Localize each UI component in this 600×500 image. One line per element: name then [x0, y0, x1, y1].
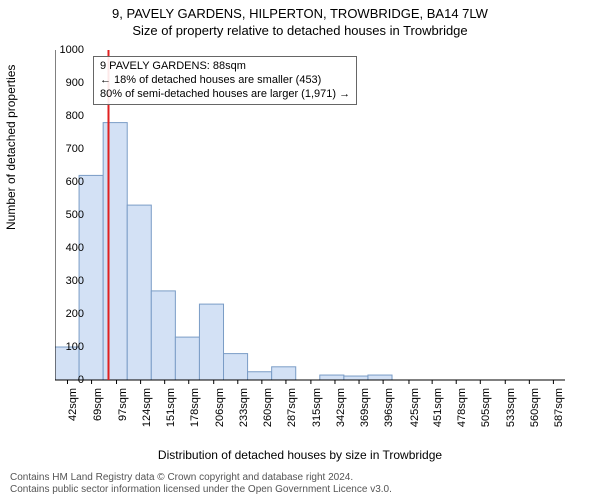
x-tick-label: 233sqm [238, 388, 250, 428]
annotation-line-3: 80% of semi-detached houses are larger (… [100, 88, 350, 102]
annotation-box: 9 PAVELY GARDENS: 88sqm ← 18% of detache… [93, 56, 357, 105]
y-tick-label: 500 [44, 209, 84, 221]
y-tick-label: 600 [44, 176, 84, 188]
footer-line-1: Contains HM Land Registry data © Crown c… [10, 472, 392, 484]
x-tick-label: 42sqm [67, 388, 79, 428]
y-tick-label: 700 [44, 143, 84, 155]
y-tick-label: 100 [44, 341, 84, 353]
x-tick-label: 151sqm [165, 388, 177, 428]
x-tick-label: 369sqm [359, 388, 371, 428]
page-title: 9, PAVELY GARDENS, HILPERTON, TROWBRIDGE… [0, 6, 600, 21]
x-tick-label: 178sqm [189, 388, 201, 428]
x-axis-label: Distribution of detached houses by size … [0, 448, 600, 462]
footer-attribution: Contains HM Land Registry data © Crown c… [10, 472, 392, 496]
x-tick-label: 560sqm [529, 388, 541, 428]
x-tick-label: 425sqm [409, 388, 421, 428]
y-tick-label: 900 [44, 77, 84, 89]
y-tick-label: 800 [44, 110, 84, 122]
x-tick-label: 451sqm [432, 388, 444, 428]
x-tick-label: 124sqm [141, 388, 153, 428]
annotation-line-2: ← 18% of detached houses are smaller (45… [100, 74, 350, 88]
x-tick-label: 206sqm [214, 388, 226, 428]
y-axis-label: Number of detached properties [4, 65, 18, 230]
footer-line-2: Contains public sector information licen… [10, 484, 392, 496]
y-tick-label: 300 [44, 275, 84, 287]
x-tick-label: 260sqm [262, 388, 274, 428]
y-tick-label: 1000 [44, 44, 84, 56]
x-tick-label: 97sqm [117, 388, 129, 428]
x-tick-label: 478sqm [456, 388, 468, 428]
x-tick-label: 315sqm [311, 388, 323, 428]
x-tick-label: 342sqm [335, 388, 347, 428]
x-tick-label: 505sqm [480, 388, 492, 428]
x-tick-label: 396sqm [383, 388, 395, 428]
y-tick-label: 400 [44, 242, 84, 254]
y-tick-label: 0 [44, 374, 84, 386]
x-tick-label: 587sqm [553, 388, 565, 428]
y-tick-label: 200 [44, 308, 84, 320]
page-subtitle: Size of property relative to detached ho… [0, 23, 600, 38]
x-tick-label: 287sqm [286, 388, 298, 428]
annotation-line-1: 9 PAVELY GARDENS: 88sqm [100, 60, 350, 74]
x-tick-label: 69sqm [92, 388, 104, 428]
x-tick-label: 533sqm [505, 388, 517, 428]
histogram-chart: 9 PAVELY GARDENS: 88sqm ← 18% of detache… [55, 50, 565, 410]
